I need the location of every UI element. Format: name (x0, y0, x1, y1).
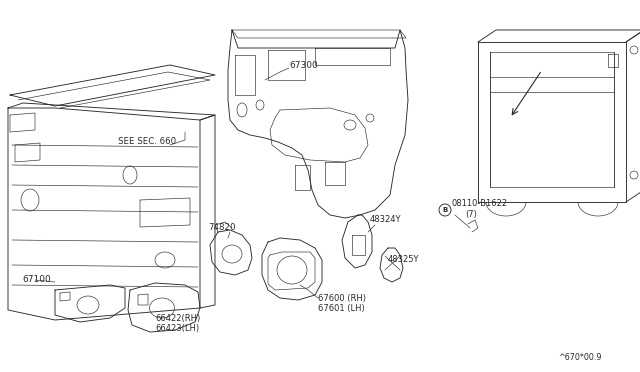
Text: 08110-B1622: 08110-B1622 (452, 199, 508, 208)
Text: 67100: 67100 (22, 276, 51, 285)
Text: 66422(RH): 66422(RH) (155, 314, 200, 323)
Text: SEE SEC. 660: SEE SEC. 660 (118, 138, 176, 147)
Text: 48324Y: 48324Y (370, 215, 401, 224)
Text: 67300: 67300 (289, 61, 317, 70)
Text: (7): (7) (465, 211, 477, 219)
Text: 74820: 74820 (208, 224, 236, 232)
Text: ^670*00.9: ^670*00.9 (558, 353, 602, 362)
Text: 67601 (LH): 67601 (LH) (318, 304, 365, 312)
Text: B: B (442, 207, 447, 213)
Text: 48325Y: 48325Y (388, 256, 419, 264)
Text: 66423(LH): 66423(LH) (155, 324, 199, 334)
Text: 67600 (RH): 67600 (RH) (318, 294, 366, 302)
